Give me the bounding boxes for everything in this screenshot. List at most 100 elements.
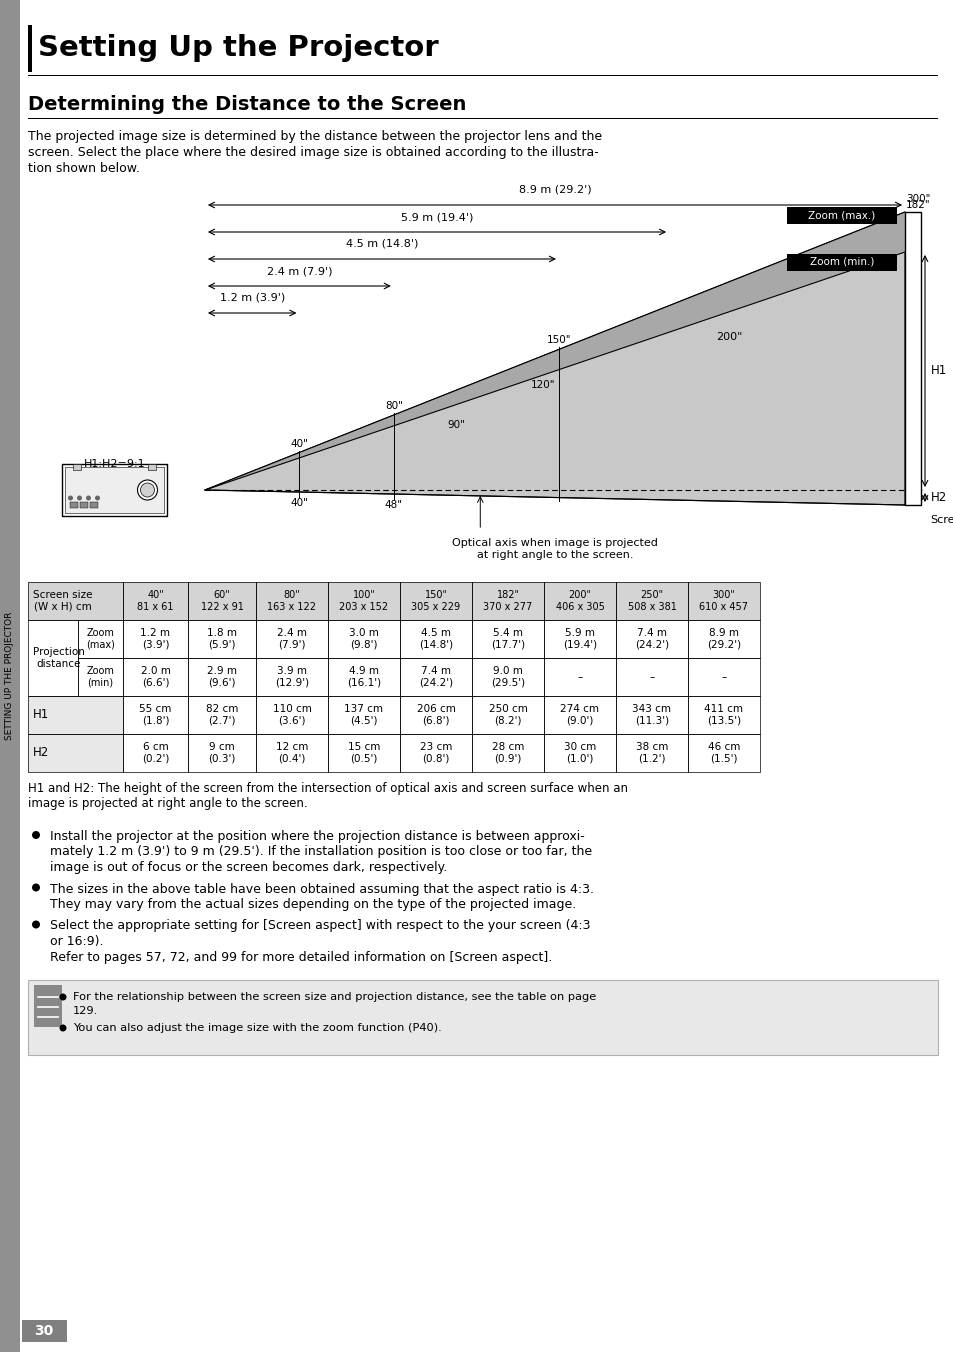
Bar (472, 621, 543, 658)
Bar (472, 734, 543, 772)
Bar (34, 986, 62, 1028)
Bar (399, 581, 472, 621)
Circle shape (59, 994, 67, 1000)
Bar (616, 696, 687, 734)
Text: 82 cm
(2.7'): 82 cm (2.7') (206, 704, 238, 726)
Text: 55 cm
(1.8'): 55 cm (1.8') (139, 704, 172, 726)
Bar (28, 696, 123, 734)
Bar (255, 581, 328, 621)
Bar (786, 207, 896, 224)
Text: 300": 300" (905, 193, 929, 204)
Text: 411 cm
(13.5'): 411 cm (13.5') (703, 704, 742, 726)
Text: 23 cm
(0.8'): 23 cm (0.8') (419, 742, 452, 764)
Text: 100"
203 x 152: 100" 203 x 152 (339, 591, 388, 612)
Bar (904, 212, 920, 506)
Text: 150"
305 x 229: 150" 305 x 229 (411, 591, 460, 612)
Bar (22, 1320, 67, 1343)
Text: 80"
163 x 122: 80" 163 x 122 (267, 591, 316, 612)
Text: Determining the Distance to the Screen: Determining the Distance to the Screen (28, 95, 466, 114)
Text: tion shown below.: tion shown below. (28, 162, 140, 174)
Text: 30 cm
(1.0'): 30 cm (1.0') (563, 742, 596, 764)
Text: 9.0 m
(29.5'): 9.0 m (29.5') (491, 667, 524, 688)
Bar (28, 621, 78, 696)
Bar (255, 621, 328, 658)
Text: 40": 40" (290, 498, 308, 508)
Bar (616, 734, 687, 772)
Bar (687, 658, 760, 696)
Bar (188, 696, 255, 734)
Bar (78, 658, 123, 696)
Text: SETTING UP THE PROJECTOR: SETTING UP THE PROJECTOR (6, 612, 14, 740)
Circle shape (77, 495, 82, 500)
Text: Optical axis when image is projected
at right angle to the screen.: Optical axis when image is projected at … (452, 538, 658, 560)
Text: 120": 120" (531, 380, 555, 389)
Text: 28 cm
(0.9'): 28 cm (0.9') (492, 742, 523, 764)
Bar (28, 734, 123, 772)
Text: 110 cm
(3.6'): 110 cm (3.6') (273, 704, 311, 726)
Bar (472, 581, 543, 621)
Text: 2.9 m
(9.6'): 2.9 m (9.6') (207, 667, 236, 688)
Bar (71, 502, 78, 508)
Bar (472, 581, 543, 621)
Bar (328, 734, 399, 772)
Bar (78, 621, 123, 658)
Bar (123, 658, 188, 696)
Text: 2.4 m (7.9'): 2.4 m (7.9') (266, 266, 332, 276)
Text: H1:H2=9:1: H1:H2=9:1 (84, 458, 146, 469)
Bar (28, 980, 937, 1055)
Text: Refer to pages 57, 72, and 99 for more detailed information on [Screen aspect].: Refer to pages 57, 72, and 99 for more d… (50, 950, 552, 964)
Text: 80": 80" (384, 402, 402, 411)
Text: H1 and H2: The height of the screen from the intersection of optical axis and sc: H1 and H2: The height of the screen from… (28, 781, 627, 795)
Text: 30: 30 (34, 1324, 53, 1338)
Text: The sizes in the above table have been obtained assuming that the aspect ratio i: The sizes in the above table have been o… (50, 883, 594, 895)
Text: Projection
distance: Projection distance (33, 648, 85, 669)
Text: image is projected at right angle to the screen.: image is projected at right angle to the… (28, 796, 307, 810)
Text: 206 cm
(6.8'): 206 cm (6.8') (416, 704, 455, 726)
Text: Zoom
(max): Zoom (max) (86, 629, 114, 650)
Text: 12 cm
(0.4'): 12 cm (0.4') (275, 742, 308, 764)
Text: mately 1.2 m (3.9') to 9 m (29.5'). If the installation position is too close or: mately 1.2 m (3.9') to 9 m (29.5'). If t… (50, 845, 592, 859)
Text: 200": 200" (716, 333, 741, 342)
Text: 250"
508 x 381: 250" 508 x 381 (627, 591, 676, 612)
Text: screen. Select the place where the desired image size is obtained according to t: screen. Select the place where the desir… (28, 146, 598, 160)
Text: Zoom
(min): Zoom (min) (87, 667, 114, 688)
Text: For the relationship between the screen size and projection distance, see the ta: For the relationship between the screen … (73, 992, 596, 1002)
Bar (328, 658, 399, 696)
Circle shape (86, 495, 91, 500)
Text: 5.9 m (19.4'): 5.9 m (19.4') (400, 212, 473, 222)
Bar (255, 734, 328, 772)
Text: 2.0 m
(6.6'): 2.0 m (6.6') (140, 667, 171, 688)
Text: 6 cm
(0.2'): 6 cm (0.2') (142, 742, 169, 764)
Text: 3.0 m
(9.8'): 3.0 m (9.8') (349, 629, 378, 650)
Bar (328, 621, 399, 658)
Text: 200"
406 x 305: 200" 406 x 305 (555, 591, 604, 612)
Bar (543, 734, 616, 772)
Bar (687, 581, 760, 621)
Text: 1.2 m
(3.9'): 1.2 m (3.9') (140, 629, 171, 650)
Text: 9 cm
(0.3'): 9 cm (0.3') (208, 742, 235, 764)
Text: 90": 90" (447, 420, 465, 430)
Bar (0, 0, 20, 1352)
Bar (687, 734, 760, 772)
Text: 250 cm
(8.2'): 250 cm (8.2') (488, 704, 527, 726)
Circle shape (32, 921, 40, 929)
Text: They may vary from the actual sizes depending on the type of the projected image: They may vary from the actual sizes depe… (50, 898, 576, 911)
Circle shape (137, 480, 157, 500)
Text: 38 cm
(1.2'): 38 cm (1.2') (635, 742, 667, 764)
Bar (123, 581, 188, 621)
Bar (616, 658, 687, 696)
Bar (543, 696, 616, 734)
Bar (188, 621, 255, 658)
Bar (28, 24, 32, 72)
Bar (687, 581, 760, 621)
Text: 2.4 m
(7.9'): 2.4 m (7.9') (276, 629, 307, 650)
Text: The projected image size is determined by the distance between the projector len: The projected image size is determined b… (28, 130, 601, 143)
Circle shape (32, 831, 40, 840)
Bar (188, 658, 255, 696)
Text: 137 cm
(4.5'): 137 cm (4.5') (344, 704, 383, 726)
Text: 60"
122 x 91: 60" 122 x 91 (200, 591, 243, 612)
Bar (399, 696, 472, 734)
Bar (188, 581, 255, 621)
Text: Zoom (min.): Zoom (min.) (809, 257, 873, 266)
Text: Select the appropriate setting for [Screen aspect] with respect to the your scre: Select the appropriate setting for [Scre… (50, 919, 590, 933)
